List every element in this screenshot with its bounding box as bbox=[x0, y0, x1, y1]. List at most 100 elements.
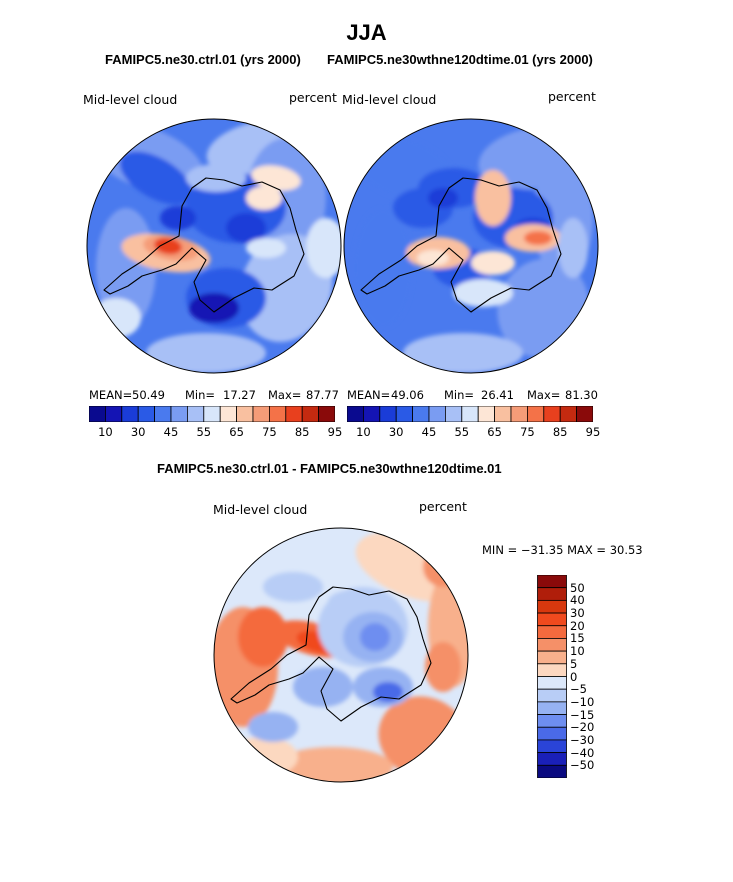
panel3-colorbar-tick-label: 50 bbox=[570, 580, 585, 595]
field-contour bbox=[246, 238, 286, 258]
panel3-colorbar-swatch bbox=[537, 638, 567, 652]
panel2-colorbar bbox=[347, 406, 593, 422]
field-contour bbox=[360, 623, 390, 651]
field-contour bbox=[160, 206, 196, 230]
panel1-colorbar-swatch bbox=[268, 406, 287, 422]
field-contour bbox=[306, 218, 341, 278]
field-contour bbox=[154, 237, 182, 255]
field-contour bbox=[189, 293, 239, 323]
figure-title: JJA bbox=[346, 20, 387, 45]
panel3-colorbar-swatch bbox=[537, 625, 567, 639]
panel2-polar-map bbox=[343, 118, 599, 374]
field-contour bbox=[524, 231, 552, 245]
field-contour bbox=[475, 170, 511, 226]
map-boundary bbox=[343, 118, 599, 374]
diff-title: FAMIPC5.ne30.ctrl.01 - FAMIPC5.ne30wthne… bbox=[157, 461, 502, 476]
panel3-colorbar-tick-label: 0 bbox=[570, 669, 578, 684]
panel1-colorbar-ticks: 10 30 45 55 65 75 85 95 bbox=[89, 425, 342, 441]
field-contour bbox=[353, 208, 413, 328]
panel1-colorbar-swatch bbox=[121, 406, 139, 422]
panel1-colorbar-swatch bbox=[89, 406, 106, 422]
panel2-colorbar-ticks: 10 30 45 55 65 75 85 95 bbox=[347, 425, 600, 441]
panel1-min-label: Min= bbox=[185, 388, 216, 402]
panel1-min-value: 17.27 bbox=[223, 388, 256, 402]
panel3-colorbar-swatch bbox=[537, 701, 567, 715]
field-contour bbox=[423, 547, 463, 587]
field-contour bbox=[471, 251, 515, 275]
panel1-colorbar-swatch bbox=[170, 406, 188, 422]
panel3-colorbar-tick-label: 15 bbox=[570, 631, 585, 646]
panel2-mean-value: 49.06 bbox=[391, 388, 424, 402]
panel2-colorbar-swatch bbox=[362, 406, 381, 422]
panel3-colorbar-tick-label: −30 bbox=[570, 732, 595, 747]
field-contour bbox=[119, 151, 193, 205]
field-contour bbox=[328, 590, 378, 614]
panel3-colorbar-swatch bbox=[537, 764, 567, 778]
panel3-colorbar-swatch bbox=[537, 676, 567, 690]
panel1-colorbar-tick-label: 75 bbox=[262, 425, 277, 439]
panel3-colorbar-tick-label: 20 bbox=[570, 618, 585, 633]
field-contour bbox=[558, 218, 588, 278]
panel1-colorbar-tick-label: 45 bbox=[163, 425, 179, 439]
panel2-colorbar-tick-label: 65 bbox=[487, 425, 502, 439]
panel1-colorbar bbox=[89, 406, 335, 422]
panel2-colorbar-swatch bbox=[559, 406, 577, 422]
panel2-max-label: Max= bbox=[527, 388, 561, 402]
field-contour bbox=[226, 213, 266, 243]
field-contour bbox=[246, 186, 282, 210]
field-contour bbox=[453, 279, 513, 307]
antarctica-coastline bbox=[230, 586, 432, 722]
panel1-colorbar-swatch bbox=[104, 406, 123, 422]
panel3-colorbar-tick-label: −20 bbox=[570, 720, 595, 735]
panel1-colorbar-tick-label: 55 bbox=[196, 425, 212, 439]
panel2-colorbar-tick-label: 75 bbox=[520, 425, 535, 439]
panel2-colorbar-tick-label: 85 bbox=[552, 425, 568, 439]
panel2-max-value: 81.30 bbox=[565, 388, 598, 402]
panel2-colorbar-swatch bbox=[445, 406, 463, 422]
panel3-colorbar-swatch bbox=[537, 726, 567, 741]
panel2-variable-label: Mid-level cloud bbox=[342, 92, 437, 107]
panel3-colorbar-swatch bbox=[537, 612, 567, 627]
panel3-colorbar-swatch bbox=[537, 739, 567, 754]
panel3-colorbar-tick-label: 30 bbox=[570, 606, 585, 621]
panel2-mean-label: MEAN= bbox=[347, 388, 391, 402]
panel3-colorbar-tick-label: −10 bbox=[570, 694, 595, 709]
field-contour bbox=[146, 333, 266, 373]
panel2-colorbar-tick-label: 30 bbox=[388, 425, 404, 439]
panel3-colorbar-swatch bbox=[537, 587, 567, 601]
panel1-case-title: FAMIPC5.ne30.ctrl.01 (yrs 2000) bbox=[105, 52, 301, 67]
panel1-colorbar-tick-label: 10 bbox=[98, 425, 113, 439]
field-contour bbox=[91, 298, 141, 338]
panel3-colorbar-tick-label: −40 bbox=[570, 745, 595, 760]
panel1-variable-label: Mid-level cloud bbox=[83, 92, 178, 107]
panel3-colorbar bbox=[537, 575, 567, 778]
panel1-mean-value: 50.49 bbox=[132, 388, 165, 402]
panel3-colorbar-swatch bbox=[537, 650, 567, 665]
panel1-colorbar-swatch bbox=[154, 406, 172, 422]
panel2-min-label: Min= bbox=[444, 388, 475, 402]
panel3-colorbar-tick-label: −15 bbox=[570, 707, 595, 722]
panel2-colorbar-swatch bbox=[526, 406, 545, 422]
panel1-colorbar-tick-label: 30 bbox=[130, 425, 146, 439]
panel3-minmax-label: MIN = −31.35 MAX = 30.53 bbox=[482, 543, 643, 557]
panel3-colorbar-swatch bbox=[537, 714, 567, 728]
panel3-colorbar-tick-label: 5 bbox=[570, 656, 578, 671]
panel1-polar-map bbox=[86, 118, 342, 374]
panel3-units-label: percent bbox=[419, 499, 467, 514]
panel2-colorbar-swatch bbox=[347, 406, 364, 422]
panel2-colorbar-swatch bbox=[494, 406, 512, 422]
panel3-polar-map bbox=[213, 527, 469, 783]
panel2-colorbar-tick-label: 95 bbox=[585, 425, 601, 439]
field-contour bbox=[248, 712, 298, 742]
map-boundary bbox=[86, 118, 342, 374]
panel3-colorbar-ticks: 50 40 30 20 15 10 5 0 −5 −10 −15 −20 −30 −40 −50 bbox=[570, 575, 610, 785]
panel1-colorbar-swatch bbox=[318, 406, 335, 422]
panel1-max-value: 87.77 bbox=[306, 388, 339, 402]
panel2-colorbar-swatch bbox=[576, 406, 593, 422]
panel3-colorbar-tick-label: −5 bbox=[570, 682, 587, 697]
panel2-case-title: FAMIPC5.ne30wthne120dtime.01 (yrs 2000) bbox=[327, 52, 593, 67]
panel2-colorbar-swatch bbox=[428, 406, 446, 422]
panel1-colorbar-swatch bbox=[301, 406, 319, 422]
panel2-colorbar-swatch bbox=[461, 406, 479, 422]
panel2-colorbar-tick-label: 45 bbox=[421, 425, 437, 439]
